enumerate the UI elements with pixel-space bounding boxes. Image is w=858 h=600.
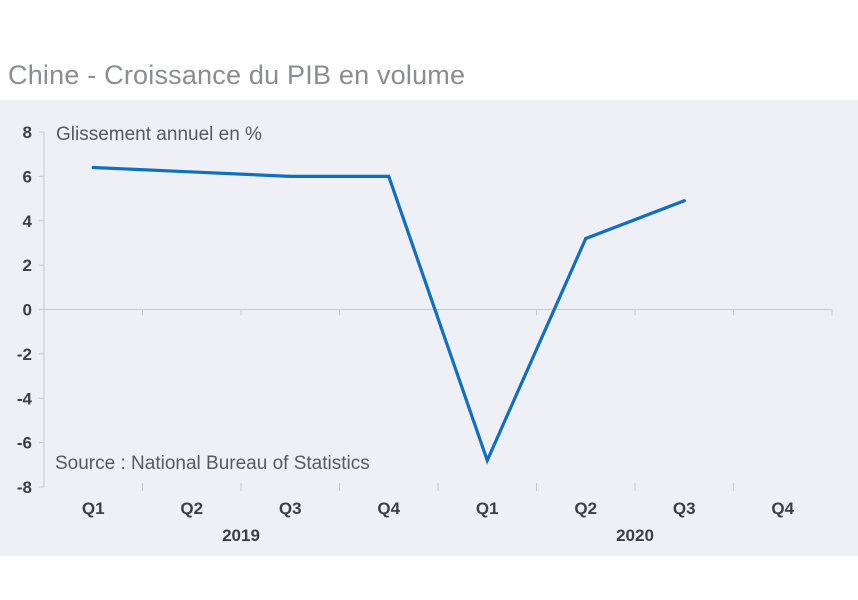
x-tick-label: Q4: [377, 499, 400, 518]
series-line: [93, 165, 685, 465]
y-tick-label: 6: [23, 167, 32, 186]
x-tick-label: Q2: [180, 499, 203, 518]
data-point: [485, 458, 489, 462]
y-tick-label: -2: [17, 345, 32, 364]
year-label: 2019: [222, 526, 260, 545]
source-note: Source : National Bureau of Statistics: [55, 453, 370, 474]
chart-panel: 8 6 4 2 0 -2 -4 -6 -8 Q1 Q2 Q3 Q4 Q1 Q2 Q3 Q4 2019 2020 Gli…: [0, 100, 858, 556]
data-point: [387, 174, 391, 178]
year-label: 2020: [616, 526, 654, 545]
x-tick-label: Q3: [673, 499, 696, 518]
y-tick-label: -6: [17, 434, 32, 453]
y-tick-label: 2: [23, 256, 32, 275]
line-chart: 8 6 4 2 0 -2 -4 -6 -8 Q1 Q2 Q3 Q4 Q1 Q2 Q3 Q4 2019 2020 Gli…: [17, 123, 833, 545]
x-tick-label: Q3: [279, 499, 302, 518]
x-tick-label: Q1: [82, 499, 105, 518]
chart-title: Chine - Croissance du PIB en volume: [8, 60, 466, 90]
y-tick-label: 8: [23, 123, 32, 142]
x-tick-label: Q4: [771, 499, 794, 518]
x-tick-label: Q2: [574, 499, 597, 518]
data-point: [682, 199, 686, 203]
y-axis-label: Glissement annuel en %: [56, 124, 262, 145]
data-point: [584, 236, 588, 241]
y-tick-label: -8: [17, 478, 32, 497]
y-tick-label: 4: [23, 212, 33, 231]
data-point: [91, 165, 95, 170]
y-tick-label: -4: [17, 389, 33, 408]
data-point: [288, 174, 292, 178]
x-tick-label: Q1: [476, 499, 499, 518]
y-tick-label: 0: [23, 301, 32, 320]
data-point: [190, 170, 194, 174]
